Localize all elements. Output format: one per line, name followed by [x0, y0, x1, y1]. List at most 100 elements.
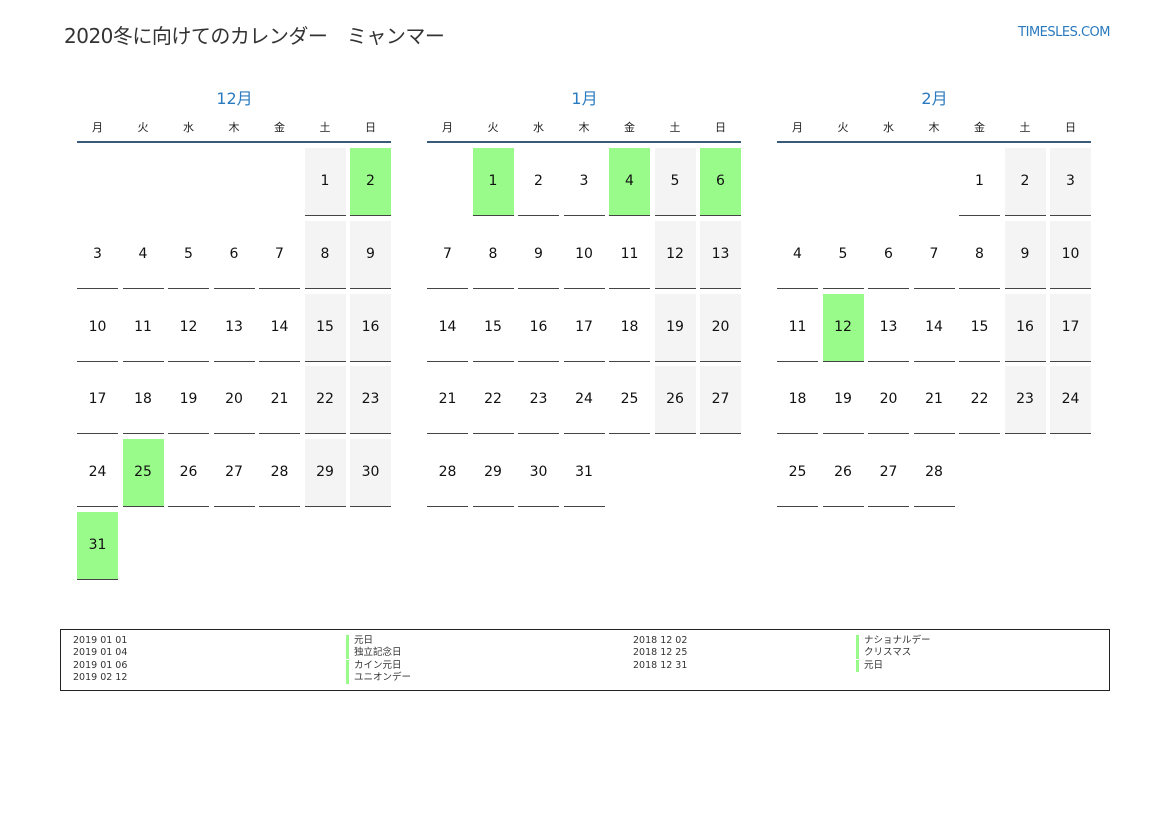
day-cell[interactable]: 29 — [472, 439, 514, 508]
day-cell[interactable]: 16 — [518, 294, 559, 362]
day-cell[interactable]: 25 — [777, 439, 818, 508]
day-cell[interactable]: 4 — [609, 148, 650, 216]
month-name: 1月 — [571, 89, 598, 108]
day-cell[interactable]: 7 — [427, 221, 468, 289]
day-cell[interactable]: 2 — [518, 148, 559, 216]
day-cell[interactable]: 19 — [168, 366, 209, 435]
day-cell[interactable]: 15 — [472, 294, 514, 362]
day-cell[interactable]: 31 — [563, 439, 605, 508]
day-cell[interactable]: 27 — [213, 439, 255, 508]
weekday-label: 水 — [533, 121, 544, 134]
day-cell[interactable]: 7 — [259, 221, 300, 289]
day-cell[interactable]: 27 — [700, 366, 741, 435]
day-cell[interactable]: 6 — [700, 148, 741, 216]
weekday-label: 土 — [319, 121, 331, 134]
day-cell[interactable]: 28 — [427, 439, 468, 508]
day-cell[interactable]: 8 — [304, 220, 346, 289]
day-cell[interactable]: 23 — [518, 366, 559, 435]
day-cell[interactable]: 18 — [609, 294, 650, 362]
day-cell[interactable]: 3 — [77, 221, 118, 289]
day-cell[interactable]: 26 — [168, 439, 209, 508]
brand-link[interactable]: TIMESLES.COM — [1018, 25, 1110, 40]
day-cell[interactable]: 9 — [350, 220, 391, 289]
day-cell[interactable]: 3 — [563, 148, 605, 216]
day-cell[interactable]: 20 — [213, 366, 255, 435]
day-cell[interactable]: 15 — [304, 293, 346, 362]
day-cell[interactable]: 12 — [822, 293, 864, 362]
day-cell[interactable]: 26 — [822, 439, 864, 508]
day-cell[interactable]: 20 — [868, 366, 909, 435]
day-cell[interactable]: 14 — [913, 294, 955, 362]
day-cell[interactable]: 18 — [122, 366, 164, 435]
day-cell[interactable]: 7 — [913, 221, 955, 289]
day-cell[interactable]: 24 — [563, 366, 605, 435]
day-cell[interactable]: 31 — [77, 512, 118, 580]
day-cell[interactable]: 13 — [868, 294, 909, 362]
day-cell[interactable]: 15 — [959, 294, 1000, 362]
day-cell[interactable]: 22 — [472, 366, 514, 435]
day-cell[interactable]: 28 — [913, 439, 955, 508]
day-cell[interactable]: 21 — [427, 366, 468, 435]
day-cell[interactable]: 11 — [609, 221, 650, 289]
day-cell[interactable]: 12 — [168, 294, 209, 362]
day-cell[interactable]: 2 — [350, 148, 391, 216]
day-cell[interactable]: 4 — [777, 221, 818, 289]
day-cell[interactable]: 21 — [259, 366, 300, 435]
day-cell[interactable]: 6 — [213, 221, 255, 289]
day-cell[interactable]: 6 — [868, 221, 909, 289]
day-cell[interactable]: 25 — [609, 366, 650, 435]
day-cell[interactable]: 16 — [350, 293, 391, 362]
day-cell[interactable]: 23 — [1004, 366, 1046, 435]
day-cell[interactable]: 30 — [350, 439, 391, 508]
day-cell[interactable]: 16 — [1004, 293, 1046, 362]
day-cell[interactable]: 24 — [77, 439, 118, 508]
day-cell[interactable]: 22 — [959, 366, 1000, 435]
weekday-label: 金 — [624, 121, 635, 134]
day-cell[interactable]: 18 — [777, 366, 818, 435]
day-cell[interactable]: 11 — [777, 294, 818, 362]
day-cell[interactable]: 17 — [563, 294, 605, 362]
day-cell[interactable]: 13 — [700, 220, 741, 289]
day-cell[interactable]: 29 — [304, 439, 346, 508]
weekday-label: 金 — [974, 121, 985, 134]
weekday-label: 水 — [183, 121, 194, 134]
day-cell[interactable]: 21 — [913, 366, 955, 435]
day-cell[interactable]: 23 — [350, 366, 391, 435]
day-cell[interactable]: 1 — [959, 148, 1000, 216]
day-cell[interactable]: 14 — [427, 294, 468, 362]
day-cell[interactable]: 5 — [168, 221, 209, 289]
weekday-label: 水 — [883, 121, 894, 134]
day-cell[interactable]: 10 — [77, 294, 118, 362]
day-cell[interactable]: 4 — [122, 221, 164, 289]
day-cell[interactable]: 20 — [700, 293, 741, 362]
day-cell[interactable]: 17 — [1050, 293, 1091, 362]
day-cell[interactable]: 30 — [518, 439, 559, 508]
day-cell[interactable]: 10 — [563, 221, 605, 289]
day-cell[interactable]: 9 — [518, 221, 559, 289]
day-cell[interactable]: 24 — [1050, 366, 1091, 435]
day-cell[interactable]: 27 — [868, 439, 909, 508]
day-cell[interactable]: 10 — [1050, 220, 1091, 289]
day-cell[interactable]: 26 — [654, 366, 696, 435]
day-cell[interactable]: 19 — [654, 293, 696, 362]
day-cell[interactable]: 22 — [304, 366, 346, 435]
day-cell[interactable]: 5 — [822, 221, 864, 289]
day-cell[interactable]: 5 — [654, 148, 696, 216]
day-cell[interactable]: 8 — [959, 221, 1000, 289]
day-cell[interactable]: 1 — [304, 148, 346, 216]
day-cell[interactable]: 3 — [1050, 148, 1091, 216]
day-cell[interactable]: 2 — [1004, 148, 1046, 216]
day-cell[interactable]: 12 — [654, 220, 696, 289]
day-cell[interactable]: 19 — [822, 366, 864, 435]
day-cell[interactable]: 14 — [259, 294, 300, 362]
day-cell[interactable]: 17 — [77, 366, 118, 435]
day-cell[interactable]: 28 — [259, 439, 300, 508]
legend-date: 2018 12 25 — [633, 647, 688, 659]
day-cell[interactable]: 25 — [122, 439, 164, 508]
day-cell[interactable]: 13 — [213, 294, 255, 362]
day-cell[interactable]: 1 — [472, 148, 514, 216]
day-cell[interactable]: 8 — [472, 221, 514, 289]
day-cell[interactable]: 11 — [122, 294, 164, 362]
weekday-label: 木 — [228, 121, 240, 134]
day-cell[interactable]: 9 — [1004, 220, 1046, 289]
